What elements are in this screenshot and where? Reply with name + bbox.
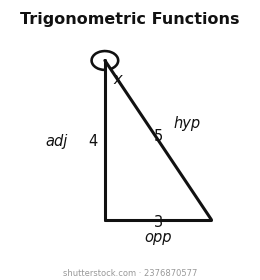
Text: 3: 3 (153, 215, 163, 230)
Text: hyp: hyp (173, 116, 201, 131)
Text: Trigonometric Functions: Trigonometric Functions (20, 12, 240, 27)
Text: 4: 4 (88, 134, 98, 149)
Text: x: x (114, 72, 122, 87)
Text: adj: adj (45, 134, 68, 149)
Text: 5: 5 (153, 129, 163, 144)
Text: shutterstock.com · 2376870577: shutterstock.com · 2376870577 (63, 269, 197, 277)
Text: opp: opp (144, 230, 172, 245)
